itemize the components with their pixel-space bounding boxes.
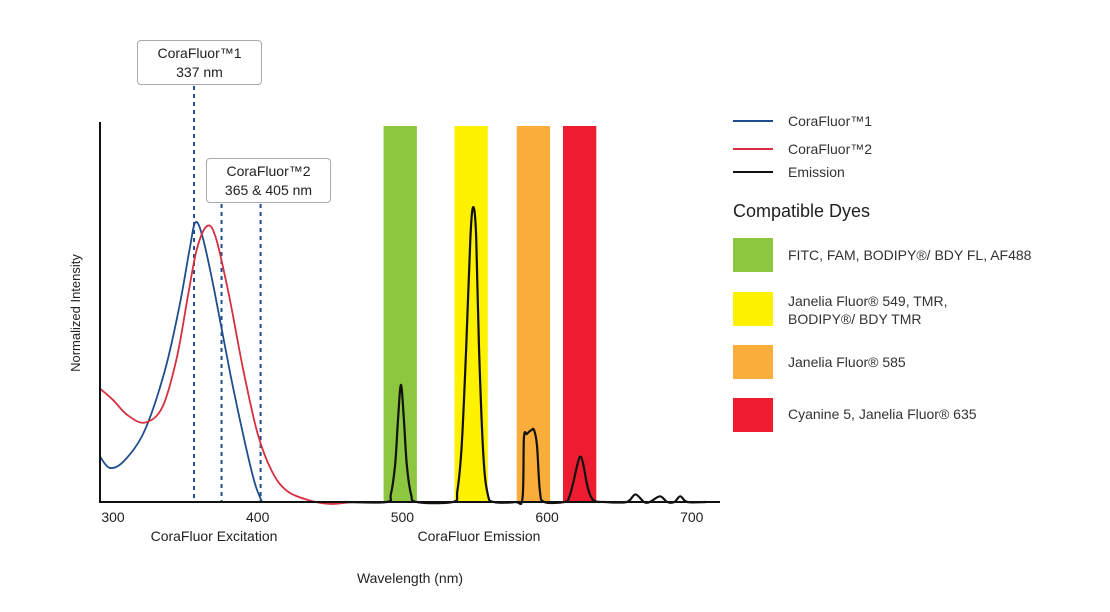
x-tick-label-700: 700 — [680, 509, 704, 525]
dye-label-yellow: Janelia Fluor® 549, TMR, BODIPY®/ BDY TM… — [788, 293, 948, 327]
curve-corafluor1 — [99, 221, 263, 503]
callout-corafluor2-name: CoraFluor™2 — [226, 163, 311, 179]
legend: CoraFluor™1 CoraFluor™2 Emission Compati… — [733, 0, 1103, 612]
dye-band-3 — [563, 126, 597, 502]
x-tick-label-600: 600 — [535, 509, 559, 525]
dye-band-2 — [516, 126, 550, 502]
legend-line-corafluor1 — [733, 120, 773, 122]
swatch-green — [733, 238, 773, 272]
x-tick-label-500: 500 — [391, 509, 415, 525]
curve-emission — [344, 206, 707, 506]
section-label-excitation: CoraFluor Excitation — [151, 528, 278, 544]
callout-corafluor1-wavelength: 337 nm — [176, 64, 223, 80]
dye-label-red: Cyanine 5, Janelia Fluor® 635 — [788, 406, 977, 422]
swatch-yellow — [733, 292, 773, 326]
legend-label-emission: Emission — [788, 164, 845, 180]
curve-corafluor2 — [99, 224, 352, 505]
swatch-orange — [733, 345, 773, 379]
legend-line-corafluor2 — [733, 148, 773, 150]
dye-band-0 — [383, 126, 417, 502]
x-tick-label-300: 300 — [101, 509, 125, 525]
dye-label-green: FITC, FAM, BODIPY®/ BDY FL, AF488 — [788, 247, 1032, 263]
section-label-emission: CoraFluor Emission — [418, 528, 541, 544]
legend-label-corafluor2: CoraFluor™2 — [788, 141, 873, 157]
legend-title: Compatible Dyes — [733, 201, 871, 221]
x-tick-label-400: 400 — [246, 509, 270, 525]
x-axis-label: Wavelength (nm) — [357, 570, 463, 586]
legend-label-corafluor1: CoraFluor™1 — [788, 113, 873, 129]
y-axis-label: Normalized Intensity — [68, 254, 83, 372]
callout-corafluor1: CoraFluor™1 337 nm — [137, 40, 262, 85]
callout-corafluor2: CoraFluor™2 365 & 405 nm — [206, 158, 331, 203]
callout-corafluor1-name: CoraFluor™1 — [157, 45, 242, 61]
dye-label-orange: Janelia Fluor® 585 — [788, 354, 906, 370]
legend-line-emission — [733, 171, 773, 173]
callout-corafluor2-wavelength: 365 & 405 nm — [224, 182, 313, 198]
swatch-red — [733, 398, 773, 432]
